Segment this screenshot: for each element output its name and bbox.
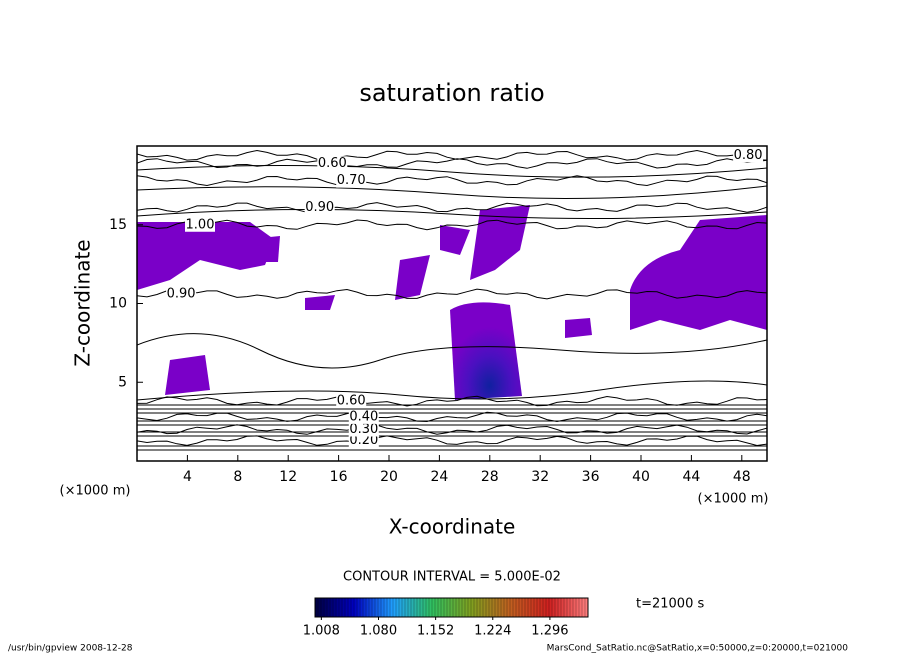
contour-label: 0.20 xyxy=(349,433,378,448)
y-tick-label: 15 xyxy=(109,217,127,233)
x-tick-label: 28 xyxy=(481,469,499,485)
contour-label: 0.80 xyxy=(734,148,763,163)
y-unit: (×1000 m) xyxy=(60,484,131,499)
contour-label: 0.60 xyxy=(318,156,347,171)
x-tick-label: 8 xyxy=(233,469,242,485)
contour-decor xyxy=(137,149,767,451)
x-tick-label: 12 xyxy=(279,469,297,485)
contour-line xyxy=(137,158,767,169)
contour-label-bg xyxy=(336,394,367,409)
y-tick-label: 5 xyxy=(118,374,127,390)
contour-line xyxy=(137,149,767,161)
time-label: t=21000 s xyxy=(636,597,704,612)
x-tick-label: 36 xyxy=(582,469,600,485)
contour-label-bg xyxy=(166,287,197,302)
x-tick-label: 48 xyxy=(733,469,751,485)
contour-line xyxy=(137,411,767,423)
x-tick-label: 32 xyxy=(531,469,549,485)
contour-label: 0.30 xyxy=(349,422,378,437)
contour-line xyxy=(137,219,767,231)
contour-line xyxy=(137,424,767,435)
colorbar-tick-label: 1.152 xyxy=(417,624,454,639)
contour-label-bg xyxy=(348,422,379,437)
chart-title: saturation ratio xyxy=(359,79,544,107)
contour-line xyxy=(137,202,767,213)
contour-label-bg xyxy=(317,156,348,171)
contour-interval: CONTOUR INTERVAL = 5.000E-02 xyxy=(343,570,561,585)
colorbar-tick-label: 1.008 xyxy=(303,624,340,639)
contour-label: 0.90 xyxy=(305,200,334,215)
y-axis-label: Z-coordinate xyxy=(71,239,95,366)
colorbar-tick-label: 1.296 xyxy=(531,624,568,639)
x-tick-label: 16 xyxy=(330,469,348,485)
contour-label: 0.70 xyxy=(337,173,366,188)
contour-line xyxy=(137,288,767,300)
contour-label-bg xyxy=(348,433,379,448)
x-tick-label: 4 xyxy=(183,469,192,485)
contour-line xyxy=(137,175,767,187)
contour-label-bg xyxy=(304,200,335,215)
colorbar-tick-label: 1.080 xyxy=(360,624,397,639)
colorbar-tick-label: 1.224 xyxy=(474,624,511,639)
x-tick-label: 24 xyxy=(430,469,448,485)
contour-line xyxy=(137,395,767,407)
contour-label: 0.60 xyxy=(337,394,366,409)
contour-label: 1.00 xyxy=(186,217,215,232)
contour-label: 0.90 xyxy=(167,287,196,302)
contour-label-bg xyxy=(185,217,215,232)
footer-right: MarsCond_SatRatio.nc@SatRatio,x=0:50000,… xyxy=(547,644,849,654)
colorbar xyxy=(314,597,589,618)
x-axis-label: X-coordinate xyxy=(389,515,516,539)
contour-label-bg xyxy=(336,173,367,188)
x-tick-label: 44 xyxy=(682,469,700,485)
contour-label-bg xyxy=(348,409,379,424)
x-tick-label: 40 xyxy=(632,469,650,485)
x-tick-label: 20 xyxy=(380,469,398,485)
contour-line xyxy=(137,435,767,447)
footer-left: /usr/bin/gpview 2008-12-28 xyxy=(8,644,133,654)
x-unit: (×1000 m) xyxy=(698,492,769,507)
contour-label: 0.40 xyxy=(349,409,378,424)
contour-label-bg xyxy=(733,148,764,163)
filled-regions xyxy=(137,205,767,400)
y-tick-label: 10 xyxy=(109,296,127,312)
